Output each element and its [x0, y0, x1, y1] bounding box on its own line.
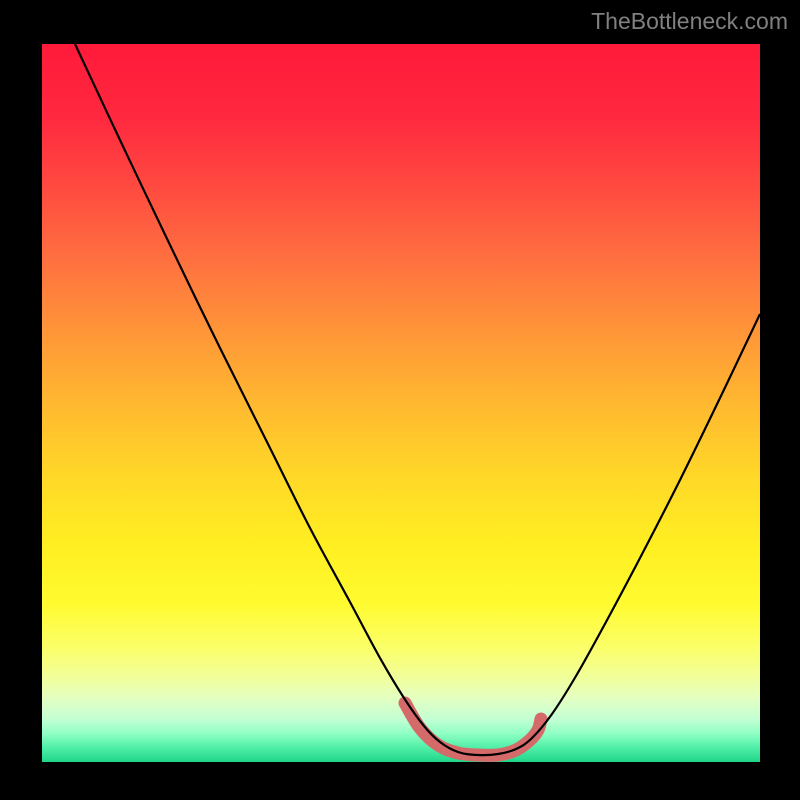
chart-container: TheBottleneck.com	[0, 0, 800, 800]
main-curve-path	[75, 44, 760, 755]
watermark-text: TheBottleneck.com	[591, 8, 788, 35]
curve-overlay	[0, 0, 800, 800]
